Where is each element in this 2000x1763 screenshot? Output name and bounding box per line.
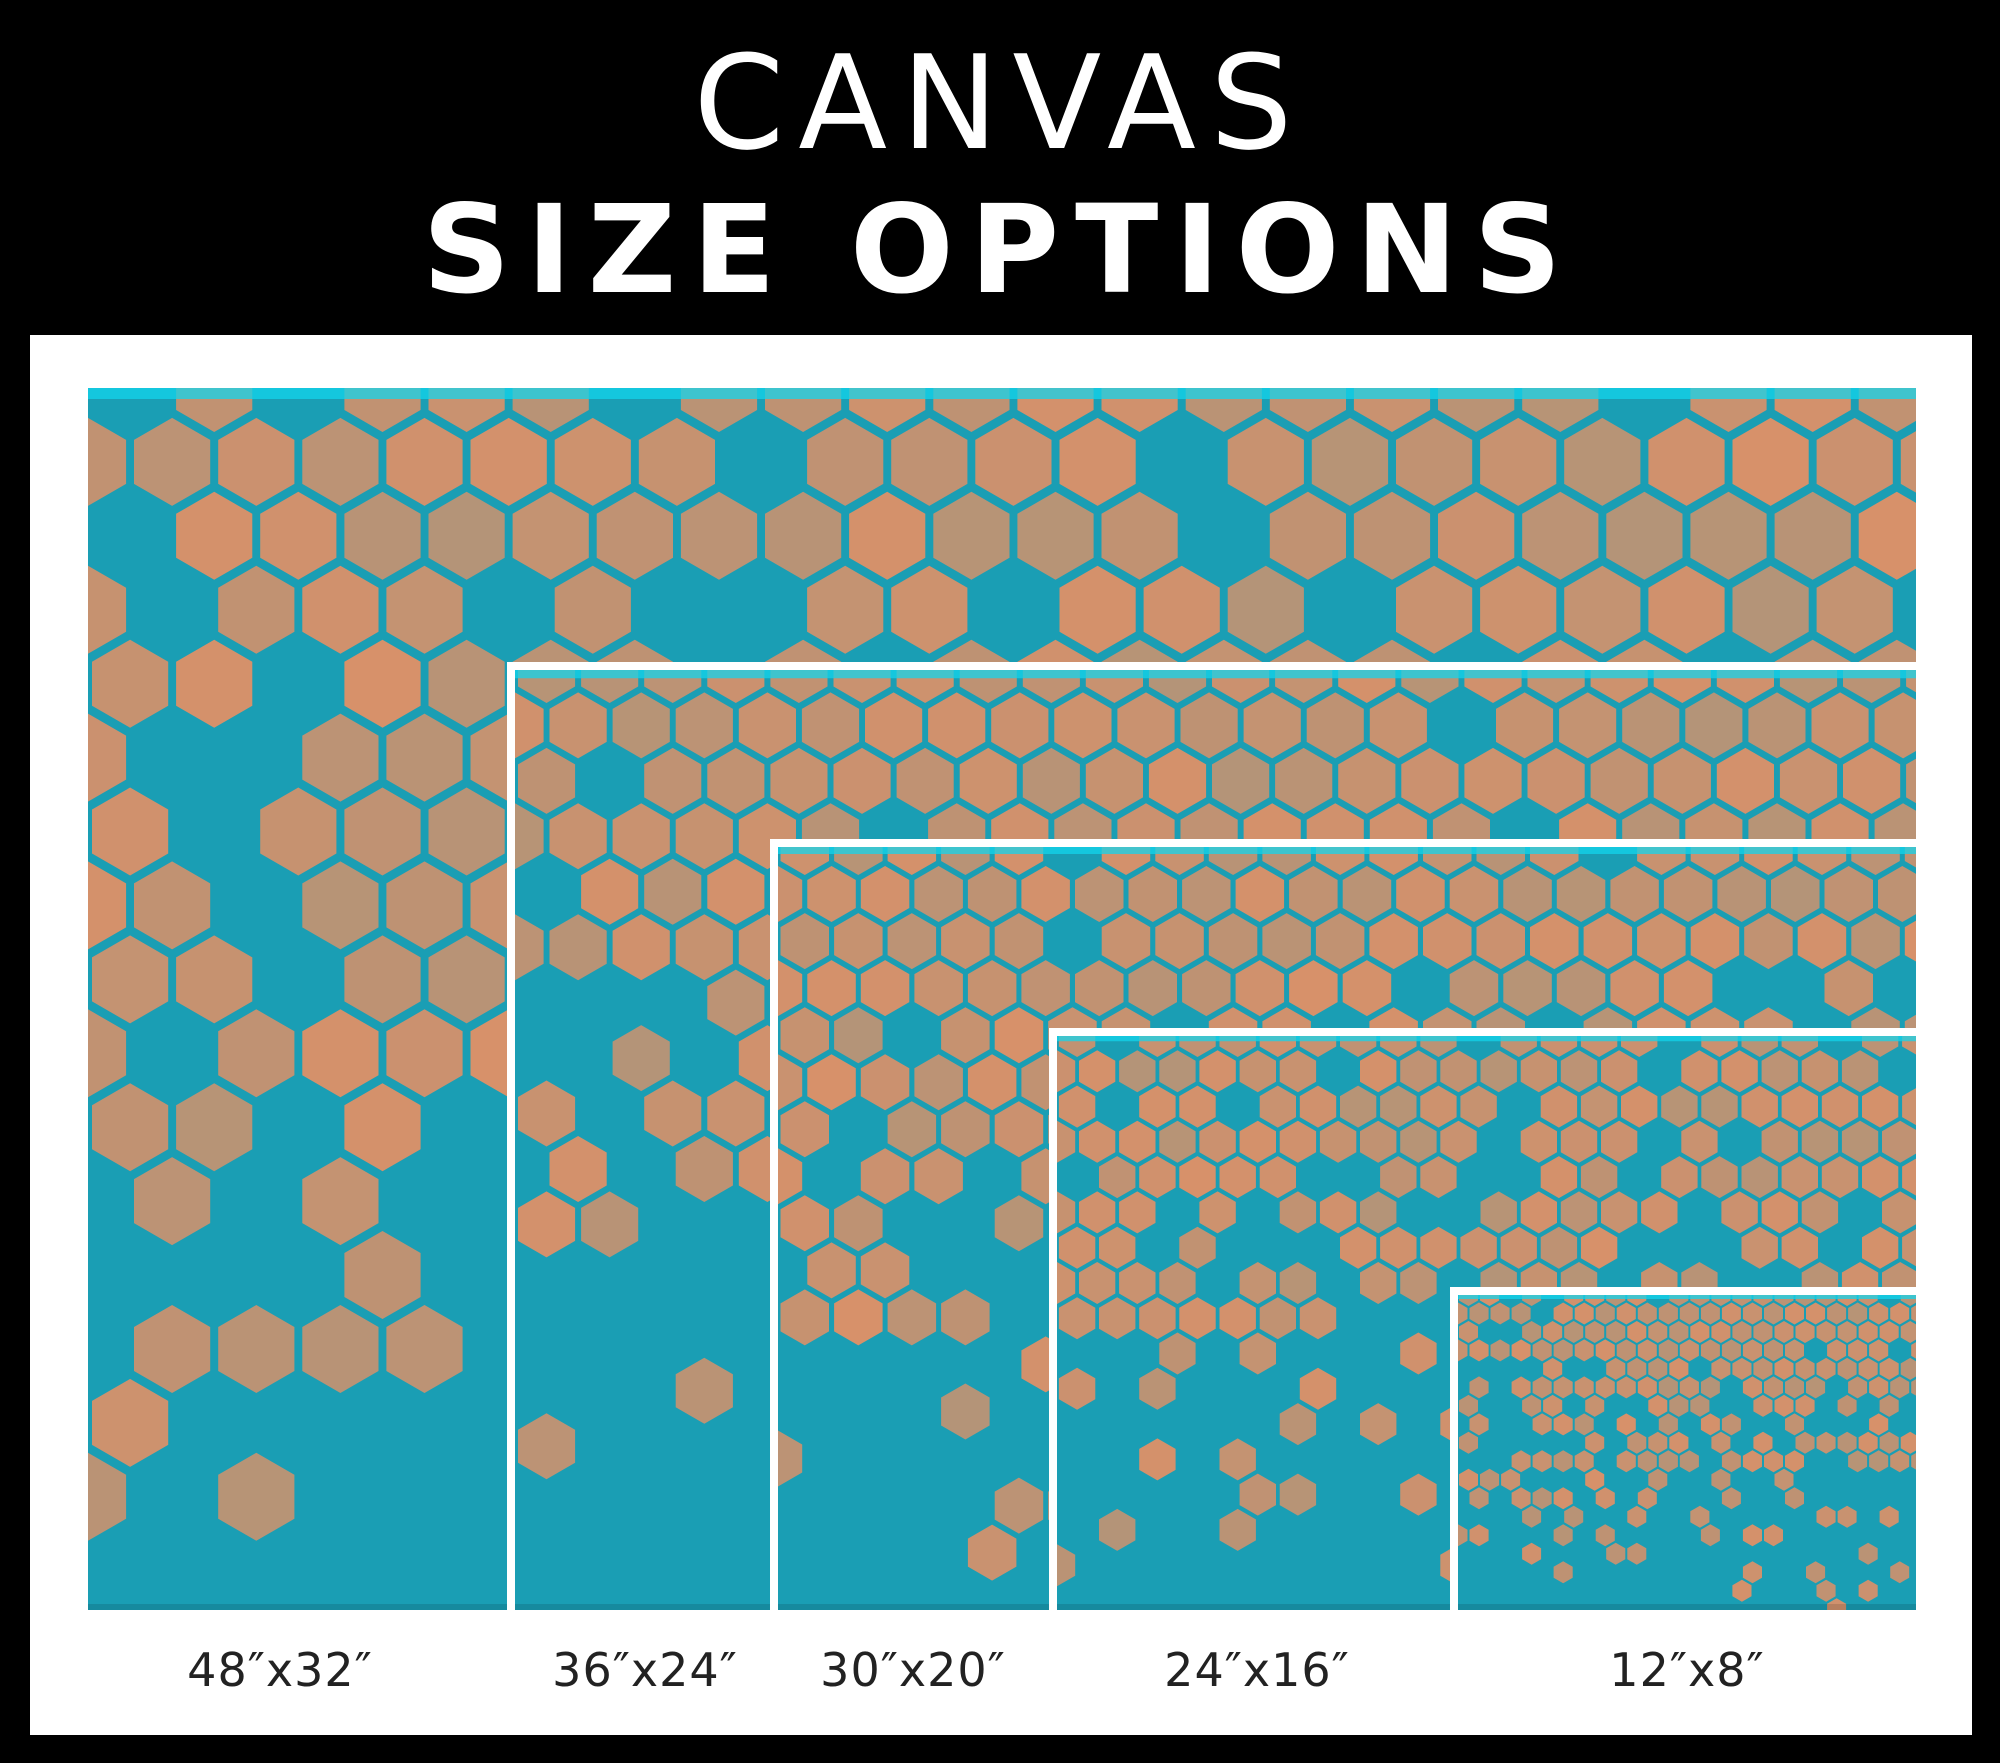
hexagon-pattern bbox=[1458, 1295, 1916, 1610]
title-canvas: CANVAS bbox=[693, 27, 1307, 179]
size-label-24x16: 24″x16″ bbox=[1164, 1643, 1350, 1697]
size-label-30x20: 30″x20″ bbox=[820, 1643, 1006, 1697]
title-size-options: SIZE OPTIONS bbox=[422, 179, 1578, 321]
size-label-12x8: 12″x8″ bbox=[1609, 1643, 1765, 1697]
canvas-12x8[interactable] bbox=[1458, 1295, 1916, 1610]
size-label-48x32: 48″x32″ bbox=[187, 1643, 373, 1697]
size-label-36x24: 36″x24″ bbox=[552, 1643, 738, 1697]
